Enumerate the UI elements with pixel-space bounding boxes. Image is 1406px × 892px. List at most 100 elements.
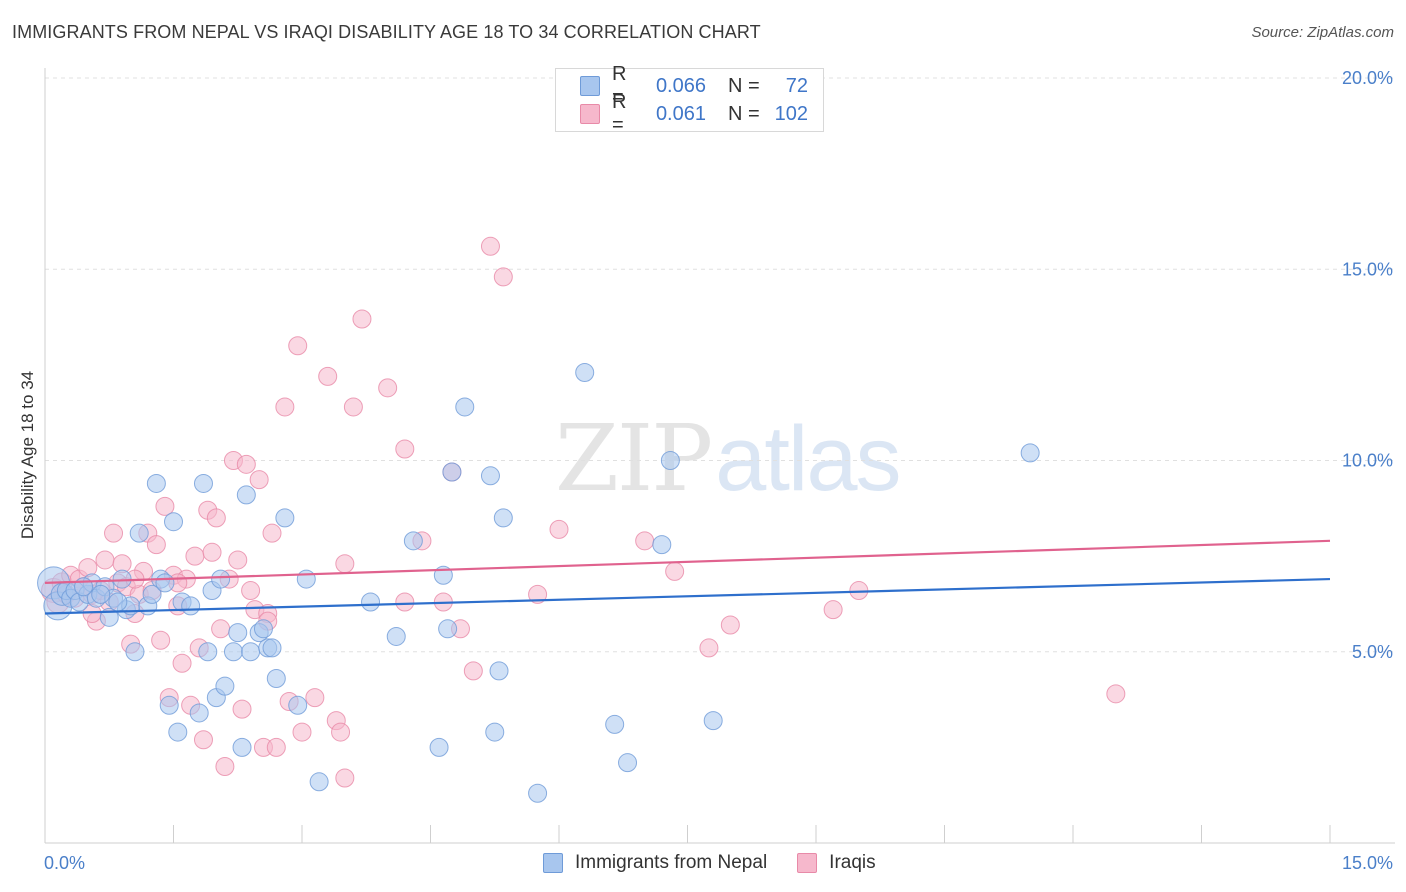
iraqi-point bbox=[378, 378, 398, 398]
nepal-point bbox=[159, 695, 179, 715]
iraqi-point bbox=[249, 470, 269, 490]
nepal-point bbox=[275, 508, 295, 528]
nepal-point bbox=[262, 638, 282, 658]
iraqi-point bbox=[155, 496, 175, 516]
n-label: N = bbox=[728, 74, 760, 97]
nepal-swatch bbox=[543, 853, 563, 873]
iraqi-point bbox=[549, 519, 569, 539]
nepal-point bbox=[241, 642, 261, 662]
y-tick-label: 5.0% bbox=[1352, 642, 1393, 662]
nepal-point bbox=[660, 451, 680, 470]
iraqi-point bbox=[228, 550, 248, 570]
nepal-point bbox=[703, 711, 723, 731]
legend-label-iraqi: Iraqis bbox=[829, 852, 876, 873]
iraqi-point bbox=[262, 523, 282, 543]
y-tick-label: 10.0% bbox=[1342, 451, 1393, 471]
iraqi-point bbox=[151, 630, 171, 650]
nepal-point bbox=[189, 703, 209, 723]
iraqi-point bbox=[236, 454, 256, 474]
watermark-atlas: atlas bbox=[715, 408, 901, 510]
nepal-point bbox=[253, 619, 273, 639]
nepal-point bbox=[652, 535, 672, 555]
nepal-point bbox=[232, 737, 252, 757]
iraqi-point bbox=[185, 546, 205, 566]
nepal-swatch bbox=[580, 76, 600, 96]
n-value: 72 bbox=[785, 74, 808, 97]
legend-item-iraqi[interactable]: Iraqis bbox=[797, 852, 876, 874]
legend-row-nepal: R = 0.066 N = 72 bbox=[580, 63, 808, 108]
iraqi-point bbox=[335, 554, 355, 574]
x-tick-label: 15.0% bbox=[1342, 853, 1393, 873]
iraqi-point bbox=[202, 542, 222, 562]
legend-item-nepal[interactable]: Immigrants from Nepal bbox=[543, 852, 767, 874]
iraqi-swatch bbox=[580, 104, 600, 124]
nepal-point bbox=[442, 462, 462, 482]
iraqi-swatch bbox=[797, 853, 818, 873]
iraqi-point bbox=[823, 600, 843, 620]
nepal-point bbox=[528, 783, 548, 803]
iraqi-point bbox=[275, 397, 295, 417]
iraqi-point bbox=[720, 615, 740, 635]
iraqi-point bbox=[266, 737, 286, 757]
iraqi-point bbox=[232, 699, 252, 719]
nepal-point bbox=[455, 397, 475, 417]
iraqi-point bbox=[395, 439, 415, 459]
axes bbox=[44, 68, 1395, 844]
nepal-point bbox=[129, 523, 149, 543]
watermark: ZIPatlas bbox=[555, 405, 902, 512]
y-tick-label: 20.0% bbox=[1342, 68, 1393, 88]
iraqi-point bbox=[211, 619, 231, 639]
nepal-point bbox=[485, 722, 505, 742]
r-value: 0.061 bbox=[655, 102, 706, 125]
nepal-point bbox=[108, 592, 128, 612]
nepal-point bbox=[211, 569, 231, 589]
nepal-point bbox=[168, 722, 188, 742]
source-label: Source: ZipAtlas.com bbox=[1251, 24, 1394, 41]
iraqi-points bbox=[41, 236, 1126, 788]
iraqi-point bbox=[206, 508, 226, 528]
nepal-point bbox=[489, 661, 509, 681]
nepal-point bbox=[181, 596, 201, 616]
nepal-point bbox=[228, 623, 248, 643]
nepal-point bbox=[146, 473, 166, 493]
iraqi-point bbox=[288, 336, 308, 356]
nepal-point bbox=[575, 363, 595, 383]
nepal-point bbox=[91, 584, 111, 604]
nepal-point bbox=[403, 531, 423, 551]
y-tick-label: 15.0% bbox=[1342, 259, 1393, 279]
iraqi-point bbox=[95, 550, 115, 570]
nepal-point bbox=[386, 626, 406, 646]
iraqi-point bbox=[305, 688, 325, 708]
iraqi-point bbox=[215, 757, 235, 776]
iraqi-point bbox=[193, 730, 213, 750]
nepal-point bbox=[1020, 443, 1040, 463]
iraqi-point bbox=[172, 653, 192, 673]
iraqi-point bbox=[318, 366, 338, 386]
iraqi-point bbox=[343, 397, 363, 417]
iraqi-point bbox=[292, 722, 312, 742]
iraqi-point bbox=[463, 661, 483, 681]
iraqi-point bbox=[528, 584, 548, 604]
legend-row-iraqi: R = 0.061 N = 102 bbox=[580, 91, 808, 136]
nepal-point bbox=[198, 642, 218, 662]
gridlines bbox=[45, 77, 1395, 653]
nepal-point bbox=[142, 584, 162, 604]
iraqi-point bbox=[241, 581, 261, 601]
iraqi-point bbox=[395, 592, 415, 612]
nepal-point bbox=[296, 569, 316, 589]
iraqi-point bbox=[352, 309, 372, 329]
nepal-trend-line bbox=[44, 577, 1331, 615]
nepal-point bbox=[266, 669, 286, 689]
nepal-point bbox=[288, 695, 308, 715]
iraqi-point bbox=[665, 561, 685, 581]
watermark-zip: ZIP bbox=[555, 405, 713, 512]
iraqi-point bbox=[699, 638, 719, 658]
r-value: 0.066 bbox=[655, 74, 706, 97]
nepal-point bbox=[618, 753, 638, 773]
nepal-point bbox=[215, 676, 235, 696]
legend-label-nepal: Immigrants from Nepal bbox=[575, 852, 768, 873]
n-value: 102 bbox=[774, 102, 808, 125]
nepal-point bbox=[480, 466, 500, 486]
nepal-point bbox=[223, 642, 243, 662]
